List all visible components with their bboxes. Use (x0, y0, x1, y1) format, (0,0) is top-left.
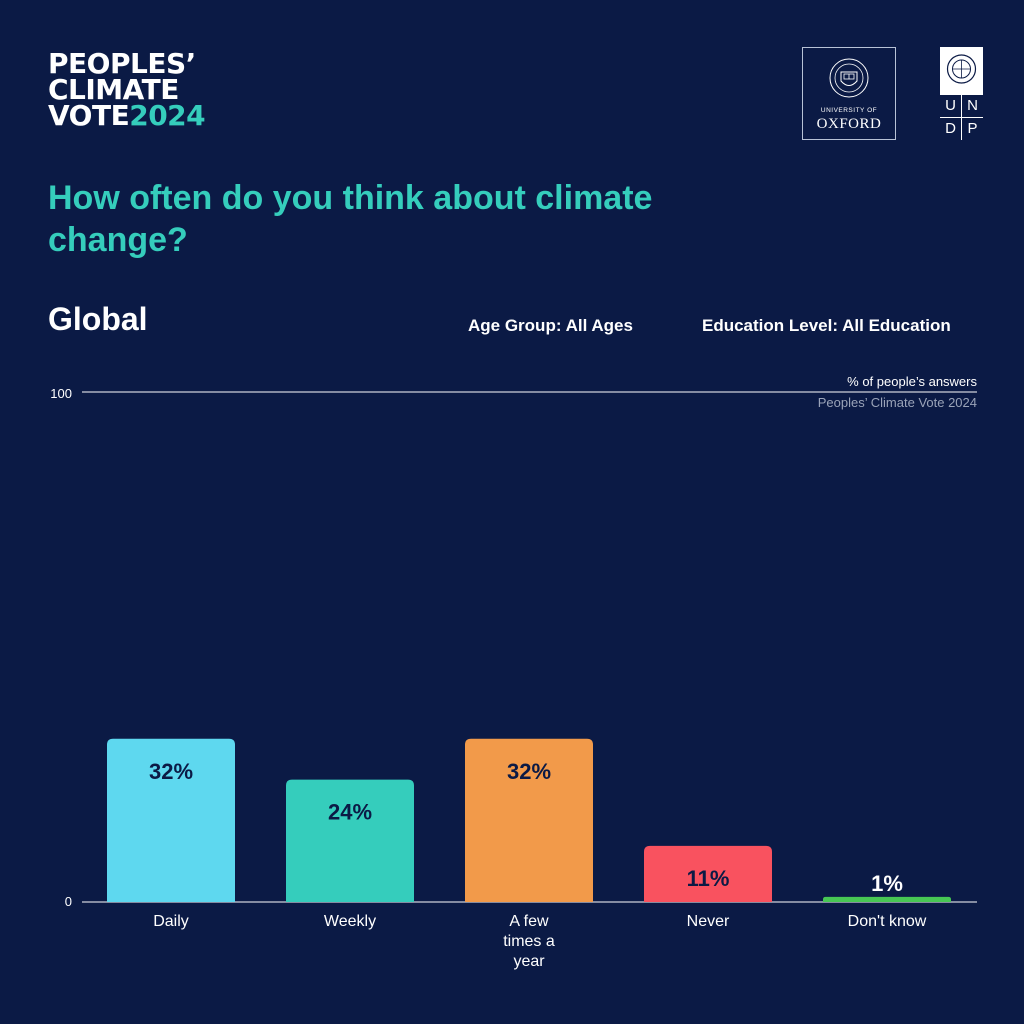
bar-value-label: 11% (687, 866, 730, 891)
bar (644, 845, 772, 902)
x-tick-label: Never (687, 913, 730, 930)
education-level-filter: Education Level: All Education (702, 316, 951, 335)
y-tick-label: 0 (65, 894, 72, 909)
x-tick-label: Daily (153, 913, 189, 930)
bar-value-label: 32% (507, 759, 551, 784)
brand-line-2: CLIMATE (48, 73, 179, 106)
undp-letter-u: U (940, 95, 961, 117)
source-label: Peoples’ Climate Vote 2024 (818, 395, 977, 410)
undp-logo: U N D P (940, 47, 983, 140)
bar (286, 779, 414, 902)
brand-line-1: PEOPLES’ (48, 47, 196, 80)
bar (823, 896, 951, 902)
brand-year: 2024 (129, 99, 206, 132)
region-title: Global (48, 301, 148, 337)
y-tick-label: 100 (50, 386, 72, 401)
bar-value-label: 24% (328, 800, 372, 825)
oxford-logo: UNIVERSITY OF OXFORD (802, 47, 896, 140)
bar (465, 738, 593, 902)
survey-question: How often do you think about climate cha… (48, 179, 653, 259)
brand-vote: VOTE (48, 99, 130, 132)
bar-value-label: 32% (149, 759, 193, 784)
x-tick-label: Don't know (848, 913, 927, 930)
undp-letter-d: D (940, 118, 961, 140)
oxford-university-text: UNIVERSITY OF (820, 107, 878, 114)
oxford-crest-icon (829, 58, 869, 98)
undp-letter-n: N (962, 95, 983, 117)
bar-value-label: 1% (871, 871, 903, 896)
age-group-filter: Age Group: All Ages (468, 316, 633, 335)
oxford-name-text: OXFORD (816, 116, 882, 132)
brand-line-3: VOTE2024 (48, 102, 206, 130)
x-tick-label: Weekly (324, 913, 376, 930)
bar (107, 738, 235, 902)
undp-letter-p: P (962, 118, 983, 140)
peoples-climate-vote-logo: PEOPLES’ CLIMATE VOTE2024 (48, 47, 206, 130)
unit-note: % of people’s answers (847, 374, 977, 389)
x-tick-label: A few times a year (503, 913, 555, 970)
un-emblem-icon (946, 54, 977, 84)
